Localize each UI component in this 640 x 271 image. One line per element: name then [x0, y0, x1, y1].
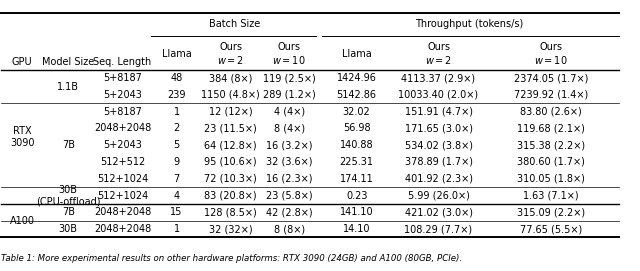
Text: Seq. Length: Seq. Length [93, 57, 152, 67]
Text: 95 (10.6×): 95 (10.6×) [204, 157, 257, 167]
Text: 5: 5 [173, 140, 180, 150]
Text: 32.02: 32.02 [343, 107, 371, 117]
Text: 140.88: 140.88 [340, 140, 374, 150]
Text: 1: 1 [173, 224, 180, 234]
Text: A100: A100 [10, 216, 35, 226]
Text: 30B
(CPU-offload): 30B (CPU-offload) [36, 185, 100, 206]
Text: Ours
$w = 10$: Ours $w = 10$ [534, 42, 568, 66]
Text: Llama: Llama [342, 49, 371, 59]
Text: 32 (3.6×): 32 (3.6×) [266, 157, 312, 167]
Text: 16 (3.2×): 16 (3.2×) [266, 140, 312, 150]
Text: GPU: GPU [12, 57, 33, 67]
Text: 512+512: 512+512 [100, 157, 145, 167]
Text: 72 (10.3×): 72 (10.3×) [204, 174, 257, 184]
Text: Model Size: Model Size [42, 57, 95, 67]
Text: 2374.05 (1.7×): 2374.05 (1.7×) [514, 73, 588, 83]
Text: 9: 9 [173, 157, 180, 167]
Text: 83.80 (2.6×): 83.80 (2.6×) [520, 107, 582, 117]
Text: 7: 7 [173, 174, 180, 184]
Text: Batch Size: Batch Size [209, 18, 260, 28]
Text: 4113.37 (2.9×): 4113.37 (2.9×) [401, 73, 476, 83]
Text: 32 (32×): 32 (32×) [209, 224, 253, 234]
Text: 7B: 7B [62, 207, 75, 217]
Text: 310.05 (1.8×): 310.05 (1.8×) [517, 174, 585, 184]
Text: 1424.96: 1424.96 [337, 73, 376, 83]
Text: 10033.40 (2.0×): 10033.40 (2.0×) [399, 90, 479, 100]
Text: 7239.92 (1.4×): 7239.92 (1.4×) [514, 90, 588, 100]
Text: 5142.86: 5142.86 [337, 90, 377, 100]
Text: 315.38 (2.2×): 315.38 (2.2×) [517, 140, 585, 150]
Text: 1.1B: 1.1B [58, 82, 79, 92]
Text: 48: 48 [170, 73, 183, 83]
Text: 108.29 (7.7×): 108.29 (7.7×) [404, 224, 472, 234]
Text: 4 (4×): 4 (4×) [273, 107, 305, 117]
Text: 1150 (4.8×): 1150 (4.8×) [202, 90, 260, 100]
Text: 171.65 (3.0×): 171.65 (3.0×) [404, 124, 472, 133]
Text: 225.31: 225.31 [340, 157, 374, 167]
Text: Llama: Llama [162, 49, 191, 59]
Text: 421.02 (3.0×): 421.02 (3.0×) [404, 207, 472, 217]
Text: 30B: 30B [59, 224, 78, 234]
Text: 23 (11.5×): 23 (11.5×) [204, 124, 257, 133]
Text: 64 (12.8×): 64 (12.8×) [204, 140, 257, 150]
Text: 5.99 (26.0×): 5.99 (26.0×) [408, 191, 470, 201]
Text: Ours
$w = 10$: Ours $w = 10$ [272, 42, 306, 66]
Text: 42 (2.8×): 42 (2.8×) [266, 207, 312, 217]
Text: 289 (1.2×): 289 (1.2×) [262, 90, 316, 100]
Text: 534.02 (3.8×): 534.02 (3.8×) [404, 140, 472, 150]
Text: 174.11: 174.11 [340, 174, 374, 184]
Text: RTX
3090: RTX 3090 [10, 126, 35, 148]
Text: 56.98: 56.98 [343, 124, 371, 133]
Text: 2048+2048: 2048+2048 [94, 207, 151, 217]
Text: 128 (8.5×): 128 (8.5×) [204, 207, 257, 217]
Text: 119 (2.5×): 119 (2.5×) [262, 73, 316, 83]
Text: 1: 1 [173, 107, 180, 117]
Text: 7B: 7B [62, 140, 75, 150]
Text: 8 (4×): 8 (4×) [273, 124, 305, 133]
Text: 384 (8×): 384 (8×) [209, 73, 252, 83]
Text: 83 (20.8×): 83 (20.8×) [204, 191, 257, 201]
Text: 12 (12×): 12 (12×) [209, 107, 253, 117]
Text: 0.23: 0.23 [346, 191, 367, 201]
Text: 401.92 (2.3×): 401.92 (2.3×) [404, 174, 472, 184]
Text: 315.09 (2.2×): 315.09 (2.2×) [517, 207, 585, 217]
Text: 4: 4 [173, 191, 180, 201]
Text: 23 (5.8×): 23 (5.8×) [266, 191, 312, 201]
Text: 2048+2048: 2048+2048 [94, 124, 151, 133]
Text: 14.10: 14.10 [343, 224, 371, 234]
Text: 5+8187: 5+8187 [103, 107, 142, 117]
Text: 2048+2048: 2048+2048 [94, 224, 151, 234]
Text: 141.10: 141.10 [340, 207, 374, 217]
Text: 119.68 (2.1×): 119.68 (2.1×) [517, 124, 585, 133]
Text: 378.89 (1.7×): 378.89 (1.7×) [404, 157, 472, 167]
Text: 1.63 (7.1×): 1.63 (7.1×) [523, 191, 579, 201]
Text: 16 (2.3×): 16 (2.3×) [266, 174, 312, 184]
Text: Throughput (tokens/s): Throughput (tokens/s) [415, 18, 524, 28]
Text: 151.91 (4.7×): 151.91 (4.7×) [404, 107, 472, 117]
Text: Ours
$w = 2$: Ours $w = 2$ [217, 42, 244, 66]
Text: 77.65 (5.5×): 77.65 (5.5×) [520, 224, 582, 234]
Text: 512+1024: 512+1024 [97, 191, 148, 201]
Text: 8 (8×): 8 (8×) [273, 224, 305, 234]
Text: 15: 15 [170, 207, 183, 217]
Text: 5+8187: 5+8187 [103, 73, 142, 83]
Text: Table 1: More experimental results on other hardware platforms: RTX 3090 (24GB) : Table 1: More experimental results on ot… [1, 253, 463, 263]
Text: 239: 239 [168, 90, 186, 100]
Text: 380.60 (1.7×): 380.60 (1.7×) [517, 157, 585, 167]
Text: 2: 2 [173, 124, 180, 133]
Text: 512+1024: 512+1024 [97, 174, 148, 184]
Text: Ours
$w = 2$: Ours $w = 2$ [425, 42, 452, 66]
Text: 5+2043: 5+2043 [103, 90, 142, 100]
Text: 5+2043: 5+2043 [103, 140, 142, 150]
